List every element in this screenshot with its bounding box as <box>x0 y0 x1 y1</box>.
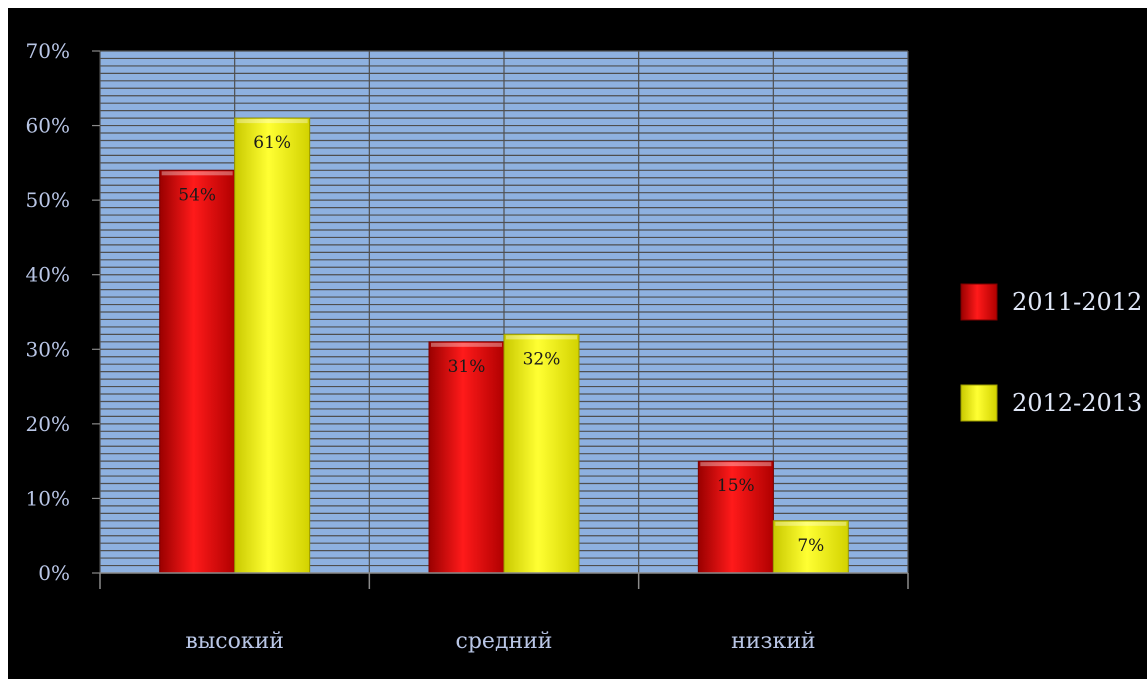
bar-series1-2 <box>697 460 774 574</box>
bar-highlight <box>775 521 847 526</box>
legend-swatch <box>960 384 998 422</box>
bar-highlight <box>700 462 772 467</box>
bar-series2-2 <box>772 520 849 574</box>
y-tick-label: 30% <box>26 337 70 361</box>
x-category-label: средний <box>456 629 553 654</box>
data-label: 15% <box>717 476 755 496</box>
y-tick-label: 40% <box>26 263 70 287</box>
y-tick-label: 20% <box>26 412 70 436</box>
x-axis: высокий средний низкий <box>99 572 909 654</box>
chart-frame: 0% 10% 20% 30% 40% 50% 60% 70% 54% 31% 15% 61% 32% 7… <box>8 8 1147 679</box>
legend-swatch <box>960 283 998 321</box>
bar-highlight <box>236 119 308 124</box>
legend: 2011-2012 2012-2013 <box>960 283 1142 422</box>
y-tick-label: 60% <box>26 114 70 138</box>
bar-highlight <box>431 342 502 347</box>
legend-label: 2011-2012 <box>1012 288 1142 316</box>
data-label: 61% <box>253 133 291 153</box>
y-tick-label: 70% <box>26 39 70 63</box>
bar-series2-0 <box>234 117 311 574</box>
bar-chart: 0% 10% 20% 30% 40% 50% 60% 70% 54% 31% 15% 61% 32% 7… <box>26 39 1143 654</box>
y-tick-label: 0% <box>38 561 70 585</box>
y-axis: 0% 10% 20% 30% 40% 50% 60% 70% <box>26 39 100 585</box>
data-label: 32% <box>523 349 561 369</box>
y-tick-label: 50% <box>26 188 70 212</box>
x-category-label: высокий <box>185 629 284 654</box>
x-category-label: низкий <box>731 629 815 654</box>
legend-label: 2012-2013 <box>1012 389 1142 417</box>
bar-highlight <box>161 171 233 176</box>
bars-group: 54% 31% 15% 61% 32% 7% <box>159 117 849 574</box>
data-label: 54% <box>178 185 216 205</box>
data-label: 7% <box>797 536 824 556</box>
bar-series1-1 <box>428 341 505 574</box>
bar-series1-0 <box>159 169 236 574</box>
y-tick-label: 10% <box>26 486 70 510</box>
bar-series2-1 <box>503 333 580 574</box>
data-label: 31% <box>448 357 486 377</box>
bar-highlight <box>506 335 577 340</box>
